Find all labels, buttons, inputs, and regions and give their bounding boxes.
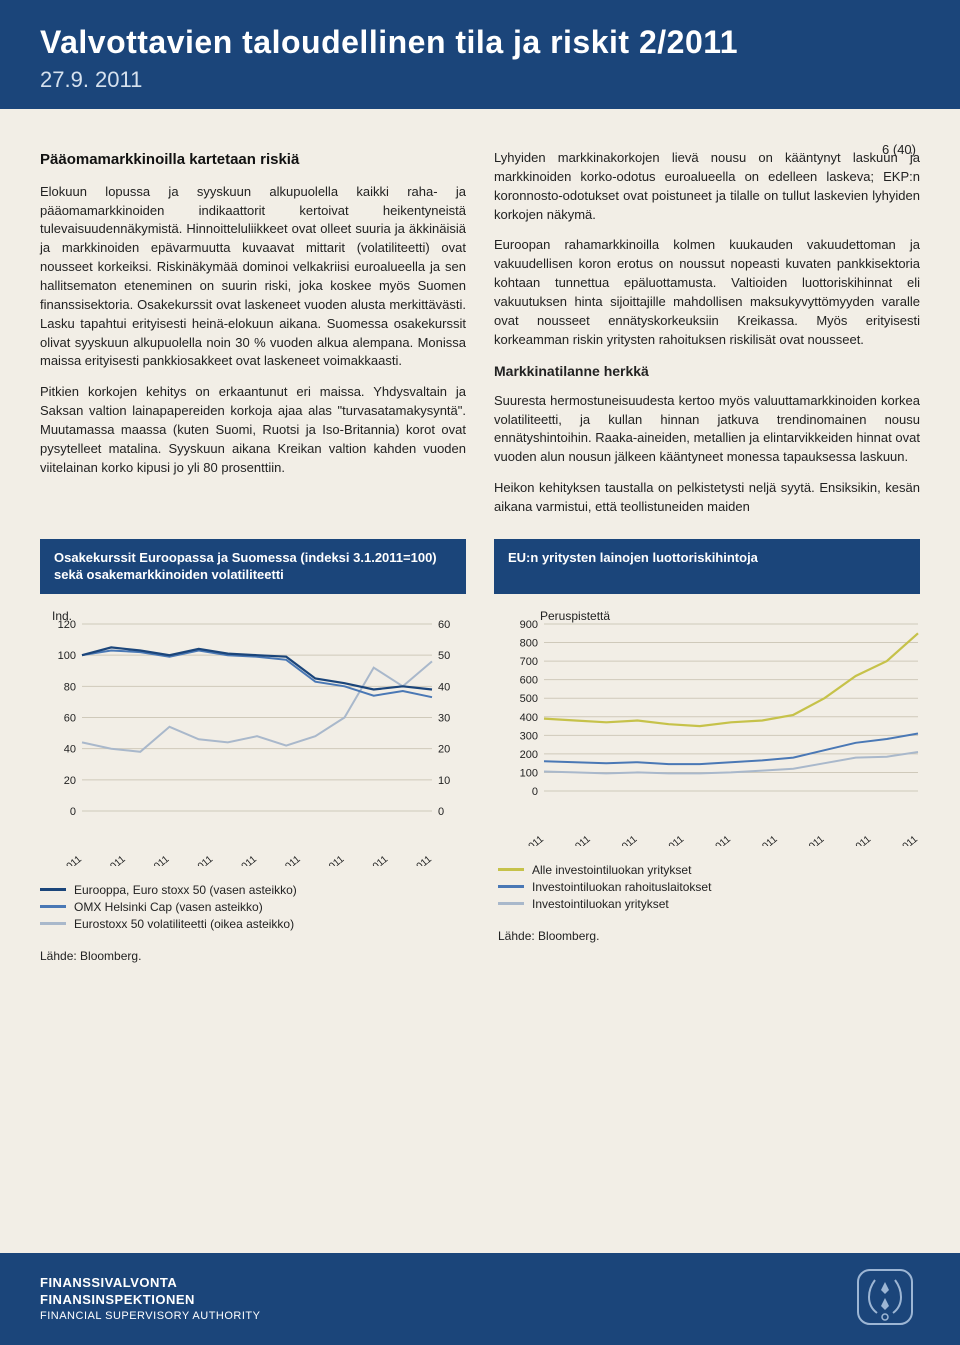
legend-label: OMX Helsinki Cap (vasen asteikko) [74,900,263,914]
footer-line: FINANSINSPEKTIONEN [40,1292,260,1309]
svg-text:500: 500 [520,693,538,705]
svg-text:3.6.2011: 3.6.2011 [266,853,303,865]
svg-text:3.2.2011: 3.2.2011 [91,853,128,865]
chart2-source: Lähde: Bloomberg. [498,929,928,943]
svg-text:3.8.2011: 3.8.2011 [354,853,391,865]
svg-text:20: 20 [438,744,450,756]
svg-text:300: 300 [520,730,538,742]
footer-org-names: FINANSSIVALVONTA FINANSINSPEKTIONEN FINA… [40,1275,260,1323]
footer-line: FINANSSIVALVONTA [40,1275,260,1292]
chart2-svg: Peruspistettä 0 100 200 300 400 500 600 700 800 90… [498,606,928,846]
chart2-container: Peruspistettä 0 100 200 300 400 500 600 700 800 90… [498,606,928,963]
svg-text:30: 30 [438,712,450,724]
finland-emblem-icon [850,1262,920,1337]
svg-text:3.6.2011: 3.6.2011 [743,833,780,845]
svg-text:3.8.2011: 3.8.2011 [837,833,874,845]
page-title: Valvottavien taloudellinen tila ja riski… [40,24,920,61]
svg-text:3.2.2011: 3.2.2011 [556,833,593,845]
two-column-text: Pääomamarkkinoilla kartetaan riskiä Elok… [40,149,920,529]
right-column: Lyhyiden markkinakorkojen lievä nousu on… [494,149,920,529]
svg-text:40: 40 [64,744,76,756]
left-column: Pääomamarkkinoilla kartetaan riskiä Elok… [40,149,466,529]
charts-row: Ind.02040608010012001020304050603.1.2011… [0,594,960,963]
page-number: 6 (40) [882,142,916,157]
footer-band: FINANSSIVALVONTA FINANSINSPEKTIONEN FINA… [0,1253,960,1345]
paragraph: Suuresta hermostuneisuudesta kertoo myös… [494,392,920,467]
svg-text:3.7.2011: 3.7.2011 [310,853,347,865]
chart1-container: Ind.02040608010012001020304050603.1.2011… [40,606,470,963]
header-band: Valvottavien taloudellinen tila ja riski… [0,0,960,109]
svg-text:50: 50 [438,650,450,662]
svg-text:3.1.2011: 3.1.2011 [48,853,85,865]
legend-label: Investointiluokan yritykset [532,897,669,911]
svg-text:3.7.2011: 3.7.2011 [790,833,827,845]
paragraph: Pitkien korkojen kehitys on erkaantunut … [40,383,466,477]
svg-text:20: 20 [64,775,76,787]
paragraph: Elokuun lopussa ja syyskuun alkupuolella… [40,183,466,371]
svg-text:120: 120 [58,619,76,631]
chart2-legend: Alle investointiluokan yritykset Investo… [498,863,928,911]
svg-text:3.1.2011: 3.1.2011 [510,833,547,845]
svg-text:60: 60 [64,712,76,724]
legend-label: Investointiluokan rahoituslaitokset [532,880,711,894]
svg-text:40: 40 [438,681,450,693]
section-heading: Pääomamarkkinoilla kartetaan riskiä [40,149,466,171]
svg-text:Peruspistettä: Peruspistettä [540,609,610,623]
chart2-header: EU:n yritysten lainojen luottoriskihinto… [494,539,920,594]
svg-text:0: 0 [70,806,76,818]
svg-text:200: 200 [520,749,538,761]
content-area: Pääomamarkkinoilla kartetaan riskiä Elok… [0,109,960,529]
paragraph: Lyhyiden markkinakorkojen lievä nousu on… [494,149,920,224]
svg-text:0: 0 [532,786,538,798]
svg-text:3.5.2011: 3.5.2011 [697,833,734,845]
svg-text:3.9.2011: 3.9.2011 [398,853,435,865]
svg-text:400: 400 [520,712,538,724]
svg-text:0: 0 [438,806,444,818]
chart1-source: Lähde: Bloomberg. [40,949,470,963]
chart-headers-row: Osakekurssit Euroopassa ja Suomessa (ind… [40,539,920,594]
svg-text:3.4.2011: 3.4.2011 [179,853,216,865]
chart1-legend: Eurooppa, Euro stoxx 50 (vasen asteikko)… [40,883,470,931]
chart1-svg: Ind.02040608010012001020304050603.1.2011… [40,606,470,866]
svg-text:3.5.2011: 3.5.2011 [223,853,260,865]
legend-label: Eurooppa, Euro stoxx 50 (vasen asteikko) [74,883,297,897]
svg-text:900: 900 [520,619,538,631]
footer-line: FINANCIAL SUPERVISORY AUTHORITY [40,1309,260,1323]
svg-text:10: 10 [438,775,450,787]
svg-text:3.3.2011: 3.3.2011 [603,833,640,845]
page-root: Valvottavien taloudellinen tila ja riski… [0,0,960,1345]
report-date: 27.9. 2011 [40,67,920,93]
svg-text:100: 100 [520,767,538,779]
svg-text:3.4.2011: 3.4.2011 [650,833,687,845]
svg-text:700: 700 [520,656,538,668]
legend-label: Eurostoxx 50 volatiliteetti (oikea astei… [74,917,294,931]
subheading: Markkinatilanne herkkä [494,361,920,381]
svg-text:100: 100 [58,650,76,662]
svg-text:600: 600 [520,675,538,687]
legend-label: Alle investointiluokan yritykset [532,863,691,877]
paragraph: Heikon kehityksen taustalla on pelkistet… [494,479,920,517]
svg-text:80: 80 [64,681,76,693]
svg-text:800: 800 [520,637,538,649]
svg-text:60: 60 [438,619,450,631]
chart1-header: Osakekurssit Euroopassa ja Suomessa (ind… [40,539,466,594]
svg-text:3.9.2011: 3.9.2011 [884,833,921,845]
svg-text:3.3.2011: 3.3.2011 [135,853,172,865]
paragraph: Euroopan rahamarkkinoilla kolmen kuukaud… [494,236,920,349]
